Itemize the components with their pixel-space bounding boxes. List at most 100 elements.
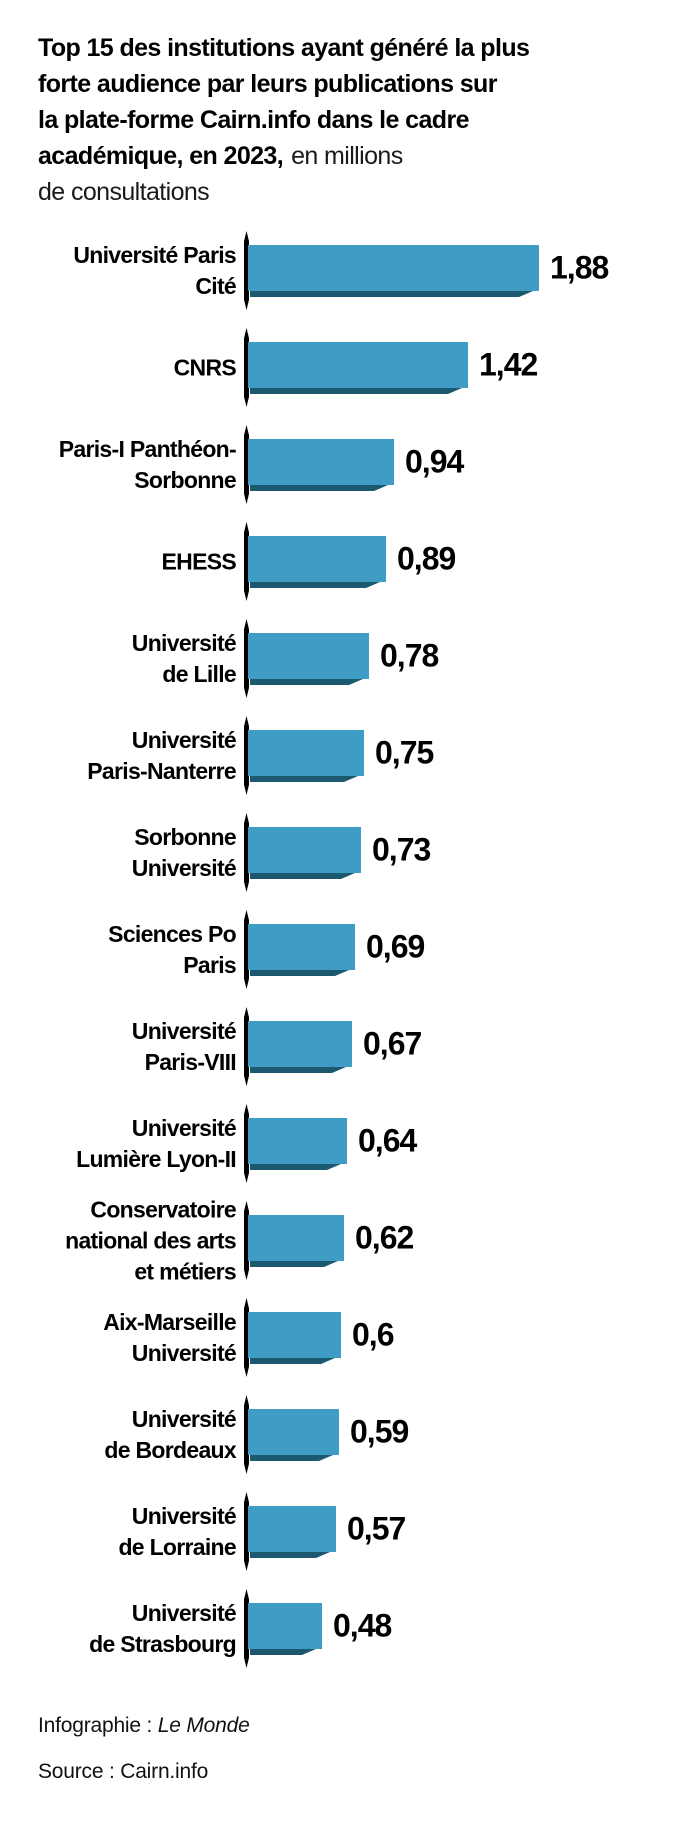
bar [248, 633, 369, 679]
bar-category-label: Université de Lille [131, 630, 237, 687]
bar-shadow [250, 582, 380, 588]
bar-value-label: 0,78 [380, 637, 439, 674]
bar [248, 245, 539, 291]
bar-category-label: Sorbonne Université [131, 824, 237, 881]
bar-group: 0,73 [248, 827, 431, 880]
bar-shadow [250, 1067, 346, 1073]
bar [248, 342, 468, 388]
bar-row: Université Paris-Nanterre 0,75 [0, 716, 700, 827]
footer: Infographie : Le Monde Source : Cairn.in… [38, 1703, 250, 1795]
bar [248, 1506, 336, 1552]
bar-shadow [250, 485, 388, 491]
bar-value-label: 0,59 [350, 1413, 409, 1450]
bar-group: 0,75 [248, 730, 434, 783]
bar-group: 0,69 [248, 924, 425, 977]
axis-tick-mark [244, 1589, 249, 1668]
axis-tick-mark [244, 1104, 249, 1183]
bar-row: CNRS 1,42 [0, 328, 700, 439]
bar-value-label: 0,94 [405, 443, 464, 480]
bar [248, 1409, 339, 1455]
axis-tick-mark [244, 522, 249, 601]
bar-group: 0,94 [248, 439, 464, 492]
bar-chart: Université Paris Cité 1,88 CNRS 1,42 Par… [0, 231, 700, 1700]
bar-shadow [250, 1649, 316, 1655]
axis-tick-mark [244, 1201, 249, 1280]
bar-shadow [250, 1261, 338, 1267]
title-unit-part1: en millions [291, 142, 403, 170]
bar-category-label: Sciences Po Paris [108, 921, 237, 978]
bar-shadow [250, 776, 358, 782]
bar-shadow [250, 291, 533, 297]
bar-group: 0,48 [248, 1603, 392, 1656]
bar-shadow [250, 1552, 330, 1558]
axis-tick-mark [244, 813, 249, 892]
credit-prefix: Infographie : [38, 1714, 158, 1737]
bar-category-label: Université Lumière Lyon-II [76, 1115, 237, 1172]
bar-value-label: 0,67 [363, 1025, 422, 1062]
bar-category-label: Aix-Marseille Université [103, 1309, 237, 1366]
title-line-4-bold: académique, en 2023, [38, 142, 284, 170]
axis-tick-mark [244, 910, 249, 989]
bar-group: 0,67 [248, 1021, 422, 1074]
bar-value-label: 1,42 [479, 346, 538, 383]
title-line-3: la plate-forme Cairn.info dans le cadre [38, 106, 469, 134]
bar-group: 1,42 [248, 342, 538, 395]
bar-value-label: 0,6 [352, 1316, 394, 1353]
bar [248, 1215, 344, 1261]
axis-tick-mark [244, 328, 249, 407]
title-line-4: académique, en 2023, en millions [38, 138, 668, 174]
bar-row: Université de Lorraine 0,57 [0, 1492, 700, 1603]
bar-shadow [250, 679, 363, 685]
bar-row: EHESS 0,89 [0, 522, 700, 633]
bar-value-label: 0,89 [397, 540, 456, 577]
bar-category-label: Université Paris Cité [73, 242, 236, 299]
bar-row: Sorbonne Université 0,73 [0, 813, 700, 924]
bar-value-label: 0,48 [333, 1607, 392, 1644]
bar-row: Université Lumière Lyon-II 0,64 [0, 1104, 700, 1215]
bar [248, 1603, 322, 1649]
bar [248, 827, 361, 873]
axis-tick-mark [244, 1492, 249, 1571]
bar [248, 924, 355, 970]
bar-group: 0,78 [248, 633, 439, 686]
bar-group: 0,62 [248, 1215, 414, 1268]
bar [248, 536, 386, 582]
bar-group: 0,59 [248, 1409, 409, 1462]
bar-rows: Université Paris Cité 1,88 CNRS 1,42 Par… [0, 231, 700, 1700]
bar-group: 0,89 [248, 536, 456, 589]
bar-shadow [250, 1164, 341, 1170]
bar-shadow [250, 873, 355, 879]
bar-category-label: Université de Lorraine [118, 1503, 236, 1560]
axis-tick-mark [244, 1395, 249, 1474]
axis-tick-mark [244, 1298, 249, 1377]
bar-row: Paris-I Panthéon- Sorbonne 0,94 [0, 425, 700, 536]
bar-row: Aix-Marseille Université 0,6 [0, 1298, 700, 1409]
bar-row: Université de Bordeaux 0,59 [0, 1395, 700, 1506]
axis-tick-mark [244, 1007, 249, 1086]
credit-line: Infographie : Le Monde [38, 1703, 250, 1749]
bar-value-label: 0,75 [375, 734, 434, 771]
bar-shadow [250, 388, 462, 394]
bar-row: Sciences Po Paris 0,69 [0, 910, 700, 1021]
bar-value-label: 0,73 [372, 831, 431, 868]
bar-category-label: Paris-I Panthéon- Sorbonne [58, 436, 237, 493]
title-line-2: forte audience par leurs publications su… [38, 70, 497, 98]
axis-tick-mark [244, 716, 249, 795]
bar-value-label: 1,88 [550, 249, 609, 286]
bar [248, 1021, 352, 1067]
bar-value-label: 0,64 [358, 1122, 417, 1159]
title-unit-part2: de consultations [38, 178, 210, 206]
bar-category-label: Université de Strasbourg [89, 1600, 237, 1657]
bar-value-label: 0,62 [355, 1219, 414, 1256]
chart-title: Top 15 des institutions ayant généré la … [38, 30, 668, 210]
bar-value-label: 0,57 [347, 1510, 406, 1547]
bar-row: Université Paris Cité 1,88 [0, 231, 700, 342]
bar-category-label: CNRS [173, 354, 237, 381]
bar-category-label: Université de Bordeaux [104, 1406, 236, 1463]
bar-row: Conservatoire national des arts et métie… [0, 1197, 700, 1312]
axis-tick-mark [244, 619, 249, 698]
bar-category-label: Université Paris-Nanterre [87, 727, 236, 784]
bar-row: Université de Strasbourg 0,48 [0, 1589, 700, 1700]
axis-tick-mark [244, 425, 249, 504]
